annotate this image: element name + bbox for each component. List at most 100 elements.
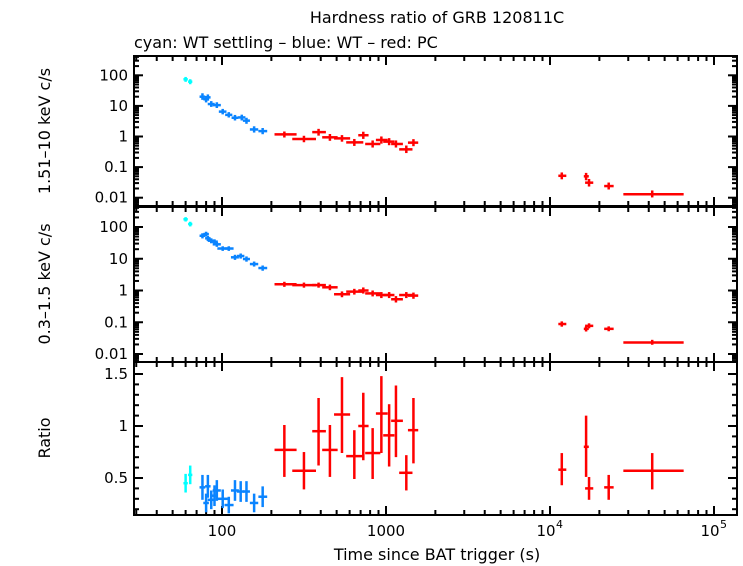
- data-point-red: [312, 282, 326, 288]
- panel-frame-1: [133, 206, 738, 363]
- data-point-red: [407, 397, 419, 464]
- panel-frame-0: [133, 55, 738, 207]
- data-point-red: [585, 477, 594, 500]
- data-point-blue: [212, 102, 221, 109]
- data-point-cyan: [183, 217, 188, 222]
- data-point-blue: [212, 480, 221, 501]
- y-tick-label: 1: [118, 417, 128, 435]
- chart-subtitle: cyan: WT settling – blue: WT – red: PC: [134, 33, 438, 52]
- x-tick-label-exponent: 4: [556, 518, 563, 531]
- data-point-red: [346, 430, 364, 479]
- data-point-red: [623, 453, 684, 490]
- data-point-blue: [242, 481, 250, 502]
- data-point-red: [407, 292, 419, 299]
- x-tick-label: 100: [208, 522, 237, 540]
- y-tick-label: 0.01: [95, 189, 128, 207]
- data-point-blue: [249, 493, 259, 513]
- data-point-red: [604, 182, 614, 190]
- data-point-blue: [205, 94, 211, 101]
- middle-y-axis-label: 0.3–1.5 keV c/s: [35, 223, 54, 344]
- data-point-blue: [258, 265, 268, 271]
- data-point-blue: [199, 474, 206, 500]
- y-tick-label: 10: [109, 97, 128, 115]
- data-point-blue: [225, 112, 233, 118]
- data-point-red: [322, 284, 338, 291]
- data-point-red: [583, 172, 589, 181]
- y-tick-label: 0.5: [104, 469, 128, 487]
- x-axis-label: Time since BAT trigger (s): [333, 545, 540, 564]
- data-point-blue: [258, 486, 268, 508]
- data-point-blue: [238, 114, 246, 121]
- data-point-red: [604, 474, 614, 500]
- data-point-red: [292, 135, 316, 143]
- data-point-cyan: [188, 79, 193, 85]
- data-point-red: [358, 392, 369, 461]
- data-point-blue: [205, 474, 211, 498]
- x-tick-label-base: 10: [536, 522, 555, 540]
- data-point-blue: [242, 256, 250, 262]
- data-point-red: [623, 339, 684, 345]
- data-point-red: [623, 190, 684, 198]
- data-point-red: [391, 296, 403, 303]
- data-point-red: [334, 291, 351, 298]
- data-point-red: [274, 131, 297, 138]
- data-point-red: [585, 323, 594, 329]
- top-y-axis-label: 1.51–10 keV c/s: [35, 68, 54, 194]
- y-tick-label: 100: [99, 218, 128, 236]
- y-tick-label: 10: [109, 250, 128, 268]
- data-point-blue: [203, 493, 209, 513]
- data-point-blue: [199, 233, 206, 239]
- data-point-red: [365, 140, 381, 148]
- y-tick-label: 1: [118, 282, 128, 300]
- data-point-red: [292, 282, 316, 288]
- data-point-red: [391, 385, 403, 458]
- x-tick-label-base: 10: [700, 522, 719, 540]
- data-point-red: [365, 428, 381, 479]
- data-point-red: [312, 128, 326, 136]
- data-point-cyan: [183, 473, 188, 493]
- data-point-red: [322, 425, 338, 477]
- data-point-red: [346, 138, 364, 146]
- y-tick-label: 1.5: [104, 365, 128, 383]
- data-point-red: [274, 425, 297, 477]
- data-point-red: [399, 455, 413, 491]
- x-tick-label-exponent: 5: [720, 518, 727, 531]
- y-tick-label: 1: [118, 128, 128, 146]
- y-tick-label: 0.01: [95, 345, 128, 363]
- data-point-blue: [212, 241, 221, 247]
- data-point-red: [334, 377, 351, 453]
- data-point-blue: [231, 114, 239, 121]
- data-point-red: [583, 415, 589, 477]
- bottom-y-axis-label: Ratio: [35, 417, 54, 458]
- data-point-cyan: [188, 221, 193, 227]
- data-point-blue: [258, 127, 268, 135]
- data-point-blue: [249, 261, 259, 267]
- data-point-blue: [249, 126, 259, 133]
- data-point-blue: [224, 246, 234, 251]
- y-tick-label: 0.1: [104, 313, 128, 331]
- data-point-blue: [199, 93, 206, 100]
- data-point-red: [558, 172, 567, 180]
- data-point-red: [375, 376, 388, 453]
- data-point-blue: [230, 254, 239, 260]
- data-point-red: [558, 453, 567, 486]
- data-point-red: [585, 178, 594, 187]
- y-tick-label: 0.1: [104, 158, 128, 176]
- data-point-blue: [203, 231, 209, 237]
- data-point-red: [604, 326, 614, 332]
- data-point-blue: [236, 253, 245, 259]
- y-tick-label: 100: [99, 66, 128, 84]
- data-point-blue: [224, 496, 234, 514]
- data-point-red: [383, 138, 395, 146]
- panel-frame-2: [133, 361, 738, 516]
- data-point-red: [365, 290, 381, 297]
- data-point-red: [399, 145, 413, 154]
- x-tick-label: 1000: [367, 522, 405, 540]
- data-point-red: [558, 321, 567, 327]
- data-point-blue: [242, 117, 250, 124]
- data-point-red: [375, 136, 388, 144]
- data-point-blue: [217, 489, 228, 509]
- data-point-cyan: [188, 465, 193, 485]
